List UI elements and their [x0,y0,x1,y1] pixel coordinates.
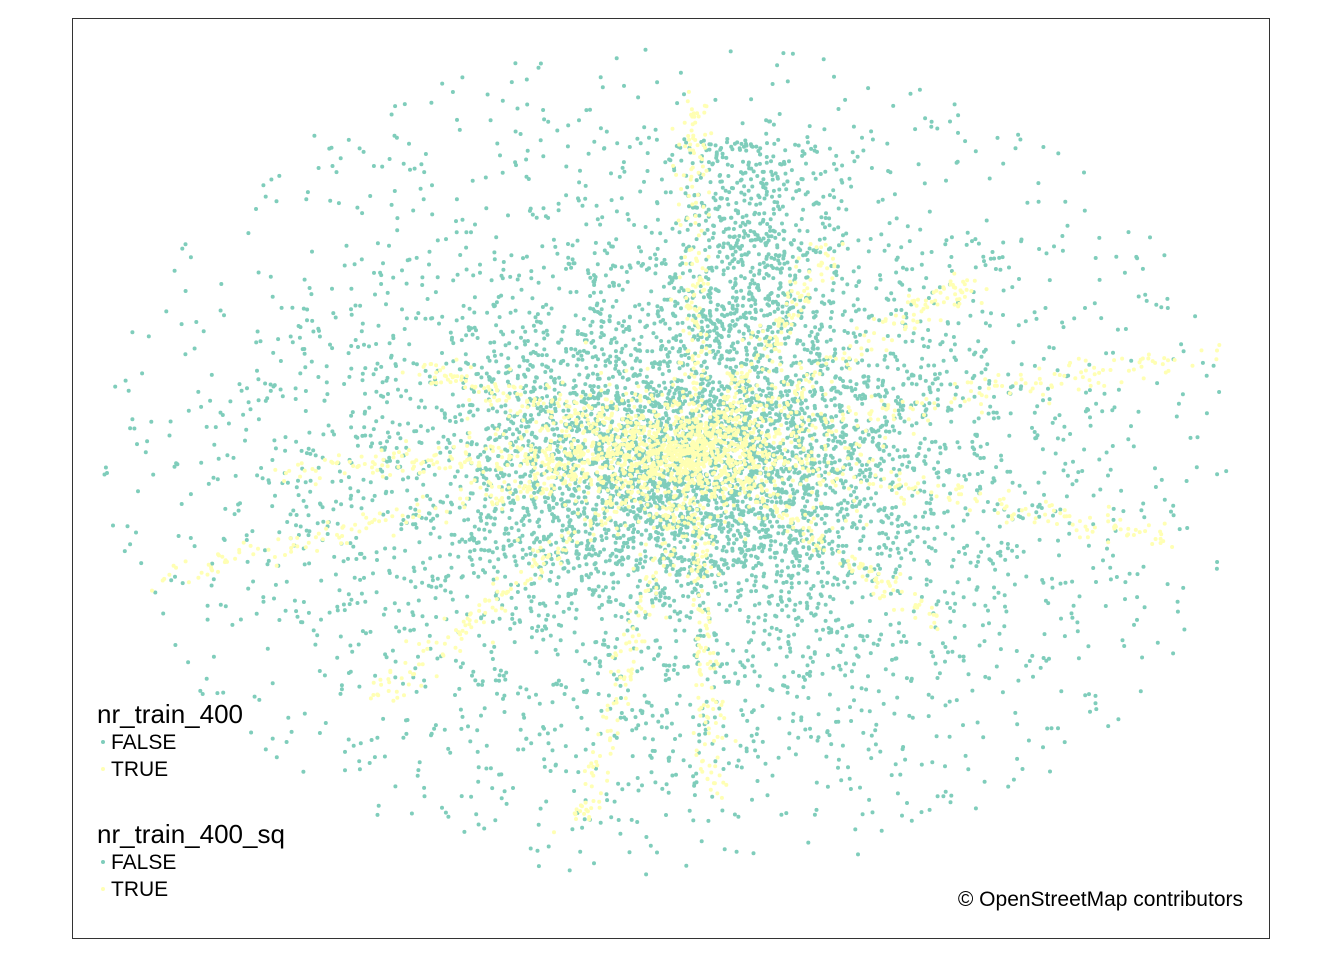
map-credits: © OpenStreetMap contributors [957,888,1243,911]
map-panel[interactable]: nr_train_400 FALSE TRUE nr_train_400_sq … [72,18,1270,939]
point-symbol-icon [101,767,105,772]
point-symbol-icon [101,860,105,865]
legend-nr-train-400: nr_train_400 FALSE TRUE [97,699,243,783]
legend-label: TRUE [111,878,169,901]
legend-item-true: TRUE [97,876,285,903]
point-map[interactable] [73,19,1269,938]
legend-item-false: FALSE [97,729,243,756]
legend-label: FALSE [111,731,177,754]
legend-item-false: FALSE [97,849,285,876]
legend-label: FALSE [111,851,177,874]
legend-title: nr_train_400 [97,699,243,729]
legend-label: TRUE [111,758,169,781]
legend-item-true: TRUE [97,756,243,783]
point-symbol-icon [101,740,105,745]
points-true-layer [150,89,1222,835]
legend-nr-train-400-sq: nr_train_400_sq FALSE TRUE [97,819,285,903]
legend-title: nr_train_400_sq [97,819,285,849]
point-symbol-icon [101,887,105,892]
